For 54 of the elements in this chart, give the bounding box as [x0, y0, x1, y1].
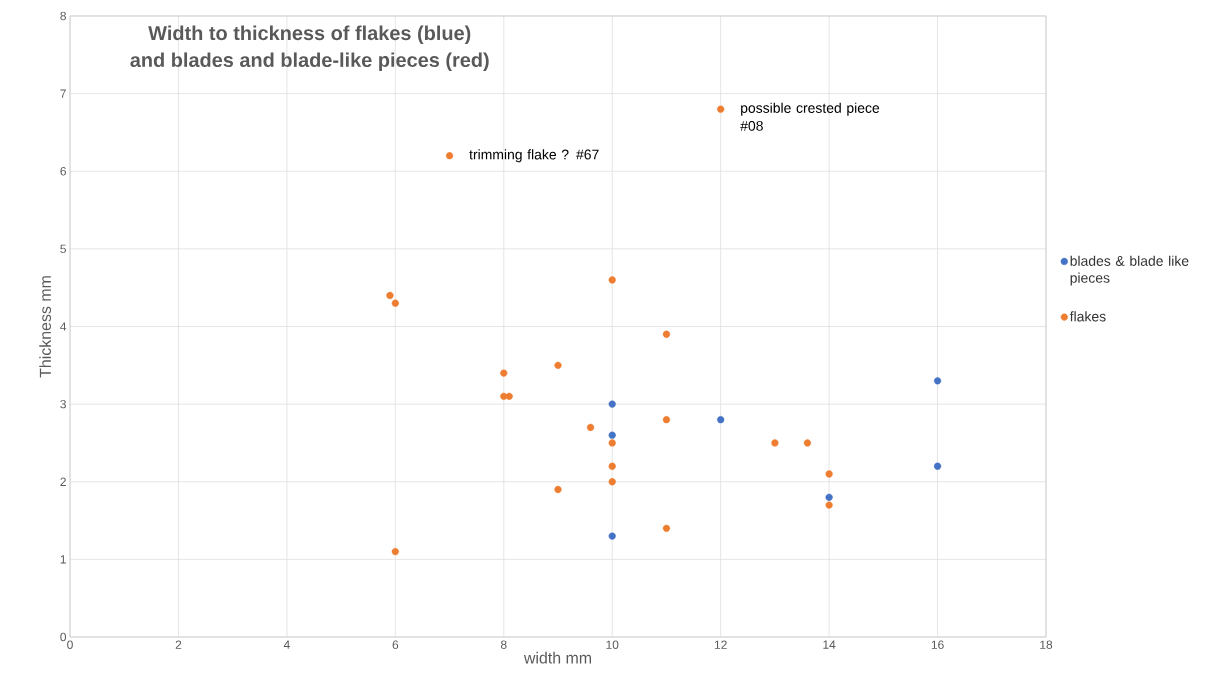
y-tick-label: 4: [60, 322, 67, 331]
point: [933, 377, 942, 385]
x-tick-label: 2: [175, 640, 182, 649]
point: [717, 416, 725, 424]
point: [662, 416, 671, 424]
legend-label: flakes: [1069, 311, 1106, 322]
point: [825, 493, 833, 501]
x-tick-label: 18: [1040, 640, 1053, 649]
x-tick-label: 16: [931, 640, 944, 649]
point: [505, 392, 513, 400]
y-tick-label: 6: [60, 167, 66, 176]
x-tick-label: 12: [714, 640, 727, 649]
point: [386, 291, 394, 300]
point: [608, 400, 616, 408]
point: [662, 330, 671, 338]
point: [391, 299, 399, 307]
point: [933, 462, 942, 470]
text: Width to thickness of flakes (blue) and blades and blade-like pieces (red): [130, 25, 489, 71]
y-tick-label: 8: [60, 11, 66, 21]
y-tick-label: 2: [60, 477, 66, 486]
x-tick-label: 0: [67, 640, 73, 649]
point: [608, 462, 616, 470]
point: [608, 431, 616, 439]
point: [554, 485, 562, 494]
point: [608, 276, 616, 284]
x-tick-label: 4: [283, 640, 290, 649]
point: [608, 478, 616, 486]
y-tick-label: 3: [60, 399, 66, 409]
x-tick-label: 14: [823, 640, 836, 649]
x-axis-title: width mm: [523, 651, 592, 664]
point: [608, 439, 616, 447]
y-axis-title: Thickness mm: [39, 276, 51, 378]
point: [771, 439, 779, 447]
x-tick-label: 8: [500, 640, 507, 649]
x-tick-label: 10: [606, 640, 619, 649]
point: [825, 501, 833, 509]
point: [445, 152, 454, 160]
point: [554, 361, 562, 369]
legend-label: blades & blade like pieces: [1070, 255, 1189, 286]
y-tick-label: 1: [60, 555, 66, 564]
point: [391, 548, 399, 556]
point: [803, 439, 812, 447]
point: [500, 369, 508, 377]
annotation: possible crested piece #08: [740, 102, 880, 131]
x-tick-label: 6: [392, 640, 399, 649]
point: [586, 423, 595, 432]
point: [608, 532, 616, 540]
point: [717, 105, 725, 113]
y-tick-label: 5: [60, 244, 66, 254]
y-tick-label: 0: [60, 632, 67, 642]
point: [825, 470, 833, 478]
point: [662, 524, 671, 532]
y-tick-label: 7: [60, 89, 66, 98]
annotation: trimming flake ? #67: [469, 149, 599, 163]
